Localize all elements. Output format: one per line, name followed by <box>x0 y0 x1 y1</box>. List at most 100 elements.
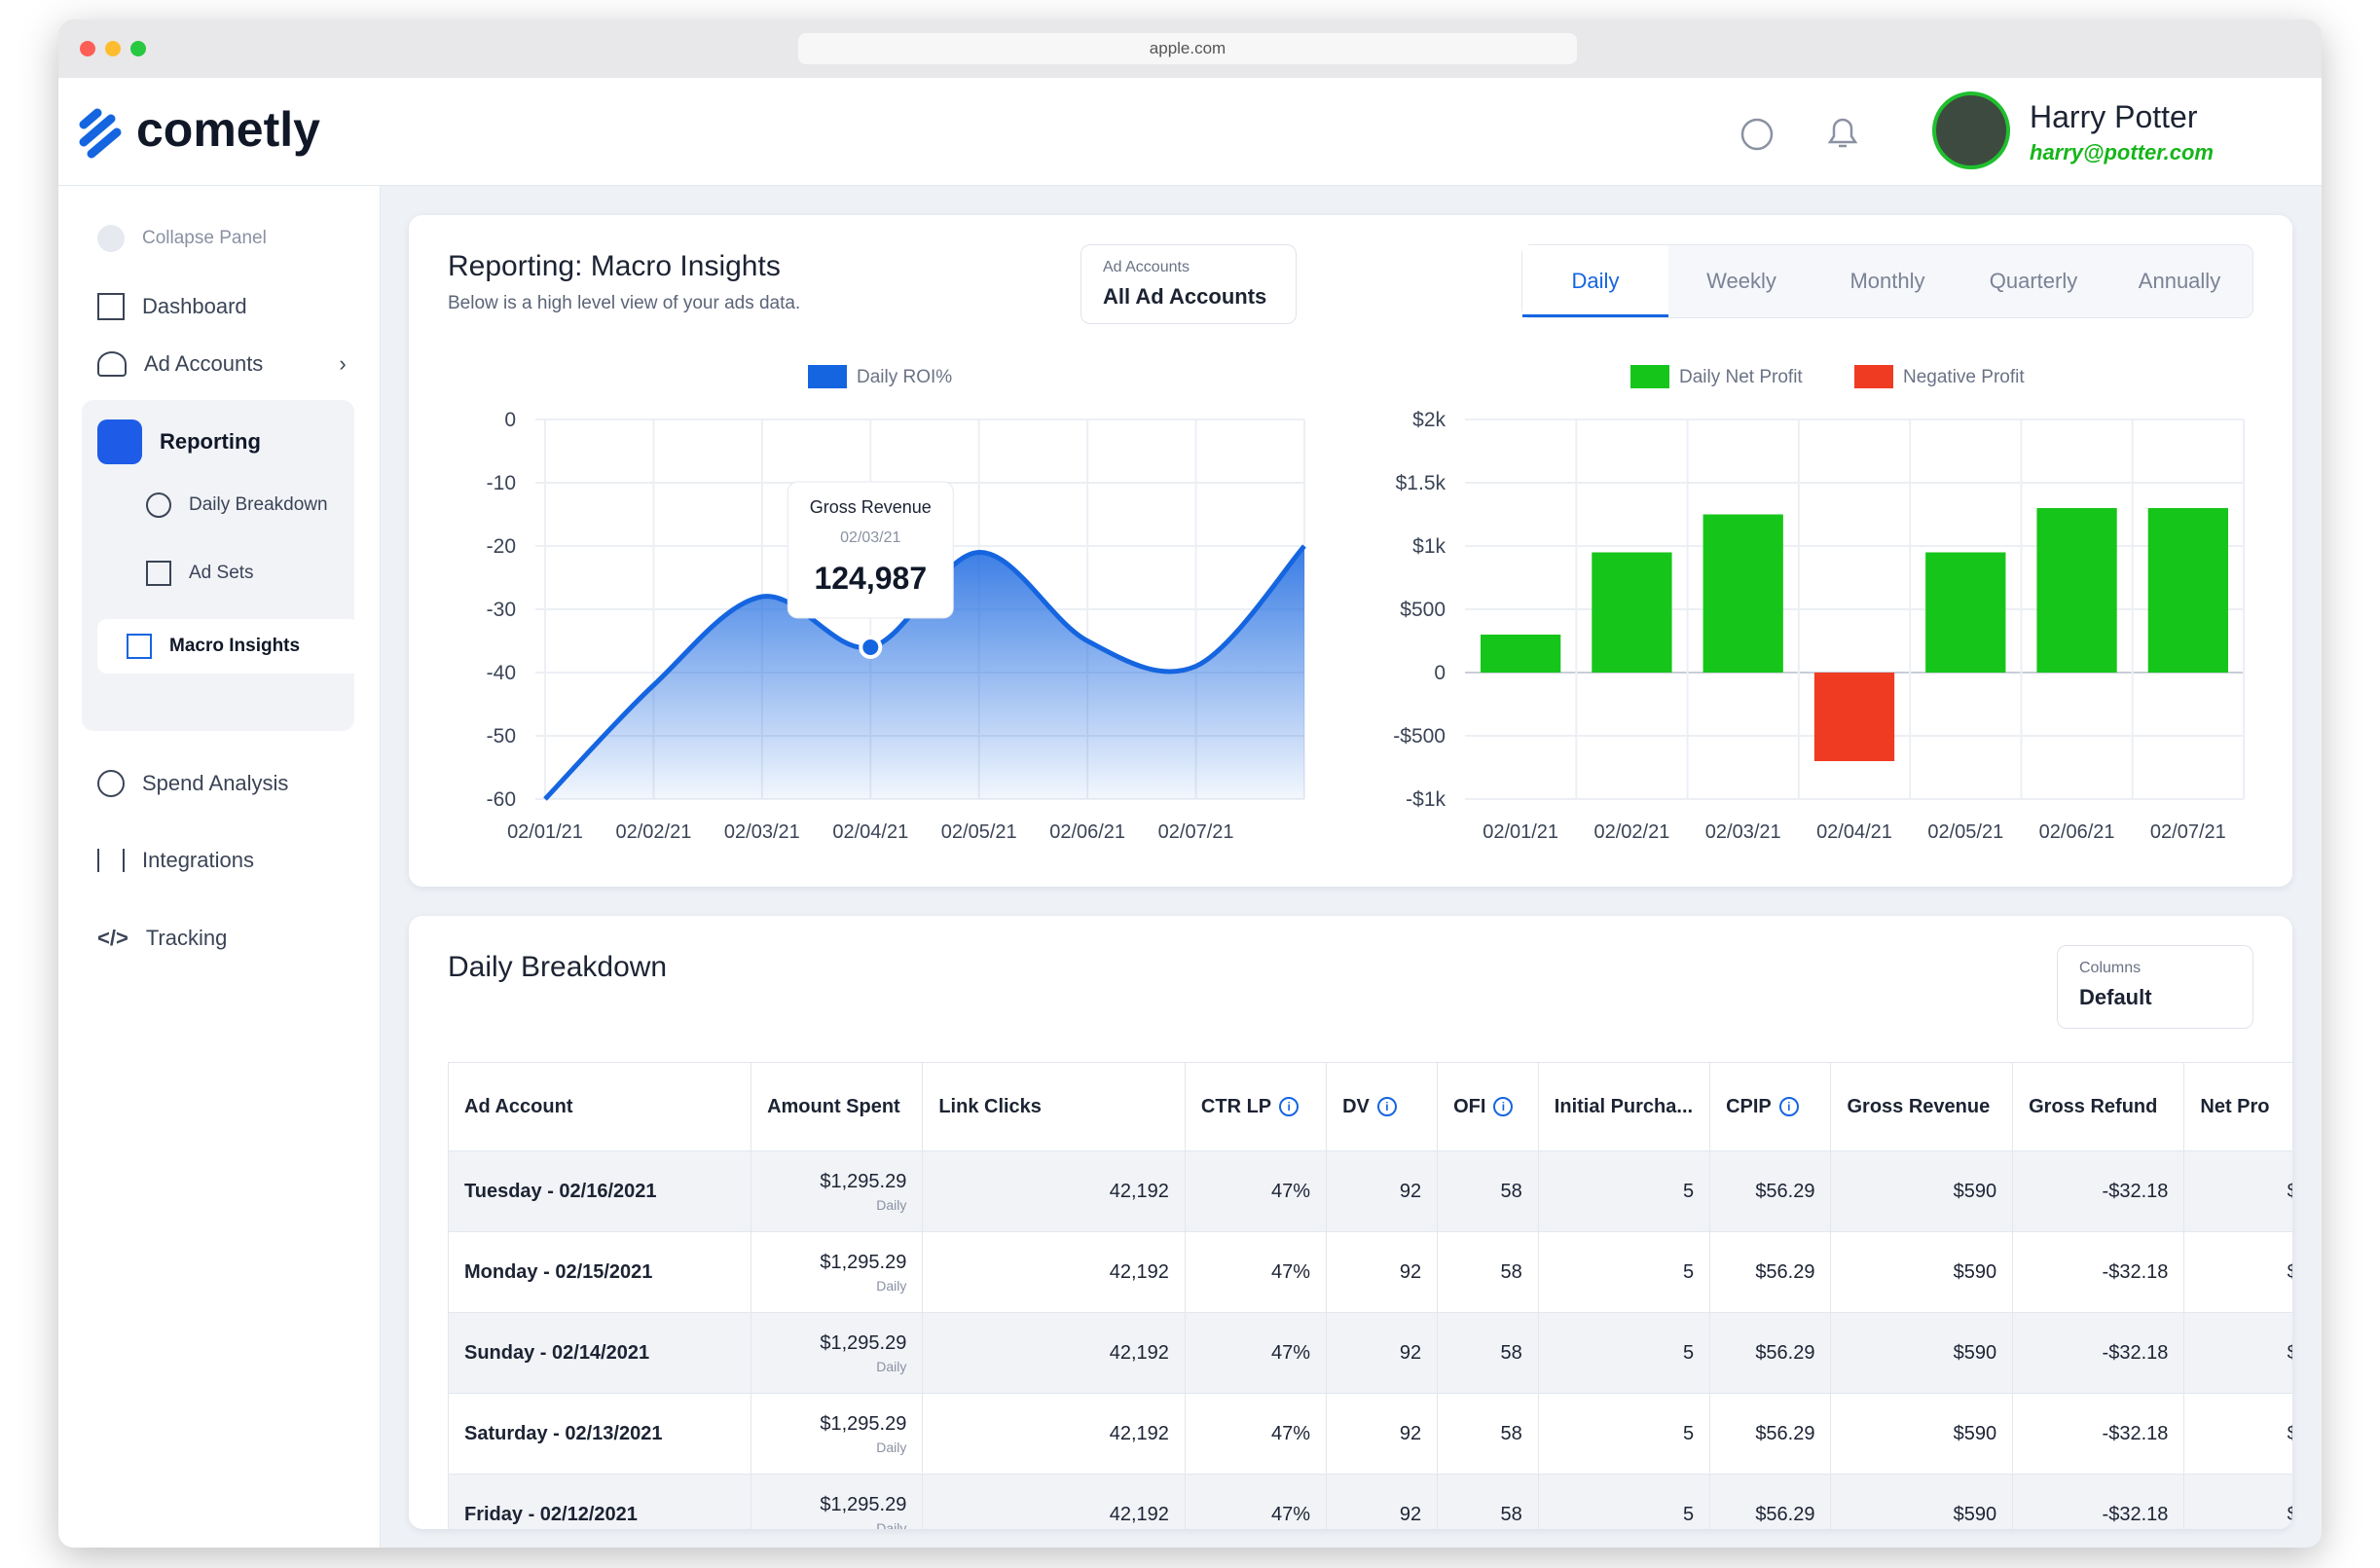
nav-icon <box>97 419 142 464</box>
period-tab[interactable]: Weekly <box>1706 269 1776 293</box>
panel-subtitle: Below is a high level view of your ads d… <box>448 293 801 313</box>
cell-value: 92 <box>1399 1503 1422 1525</box>
cell-value: 42,192 <box>1109 1341 1169 1364</box>
amount-spent: $1,295.29 <box>820 1170 907 1192</box>
cell-value: $590 <box>1953 1341 1997 1364</box>
nav-ad-accounts[interactable]: Ad Accounts › <box>97 351 347 377</box>
nav-dashboard[interactable]: Dashboard <box>97 293 247 320</box>
header-label: Gross Revenue <box>1847 1095 1991 1117</box>
maximize-button[interactable] <box>130 41 146 56</box>
cell: $56.29 <box>1709 1393 1832 1475</box>
nav-reporting[interactable]: Reporting <box>97 419 261 464</box>
x-tick-label: 02/07/21 <box>1158 821 1234 843</box>
legend-swatch <box>1630 365 1669 388</box>
column-header[interactable]: CPIP i <box>1709 1062 1832 1151</box>
url-bar[interactable]: apple.com <box>798 33 1577 64</box>
amount-spent: $1,295.29 <box>820 1412 907 1435</box>
spend-period: Daily <box>876 1358 907 1374</box>
y-tick-label: $500 <box>1400 599 1446 621</box>
ad-account: Saturday - 02/13/2021 <box>464 1422 663 1444</box>
nav-ad-sets[interactable]: Ad Sets <box>146 561 254 586</box>
nav-integrations[interactable]: Integrations <box>97 848 254 873</box>
nav-icon <box>146 492 171 518</box>
column-header[interactable]: Net Pro <box>2183 1062 2292 1151</box>
header-label: CTR LP <box>1200 1095 1272 1117</box>
logo[interactable]: cometly <box>136 102 320 157</box>
column-header[interactable]: Gross Refund <box>2012 1062 2185 1151</box>
info-icon: i <box>1493 1097 1514 1117</box>
user-email: harry@potter.com <box>2030 140 2214 164</box>
nav-label: Daily Breakdown <box>189 494 328 515</box>
panel-title: Reporting: Macro Insights <box>448 250 781 282</box>
cell: -$32.18 <box>2012 1393 2185 1475</box>
column-header[interactable]: Initial Purcha... <box>1537 1062 1711 1151</box>
x-tick-label: 02/03/21 <box>724 821 800 843</box>
period-tab[interactable]: Daily <box>1522 245 1668 317</box>
ad-accounts-dropdown[interactable]: Ad Accounts All Ad Accounts <box>1080 244 1297 324</box>
column-header[interactable]: Gross Revenue <box>1830 1062 2014 1151</box>
x-tick-label: 02/04/21 <box>1816 821 1892 843</box>
cell: -$32.18 <box>2012 1474 2185 1529</box>
column-header[interactable]: Amount Spent <box>751 1062 924 1151</box>
cell-value: 5 <box>1682 1503 1695 1525</box>
cell: Monday - 02/15/2021 <box>447 1231 752 1313</box>
table-row: Friday - 02/12/2021 $1,295.29 Daily 42,192 4… <box>447 1474 2292 1529</box>
cell: 58 <box>1437 1393 1539 1475</box>
column-header[interactable]: Link Clicks <box>922 1062 1186 1151</box>
cell: $56.29 <box>1709 1150 1832 1232</box>
minimize-button[interactable] <box>105 41 121 56</box>
cell-value: 42,192 <box>1109 1180 1169 1202</box>
cell-value: 58 <box>1500 1260 1522 1283</box>
cell-value: $56.29 <box>1755 1341 1815 1364</box>
nav-macro-insights[interactable]: Macro Insights <box>97 619 360 674</box>
collapse-icon <box>97 225 125 252</box>
cell: $590 <box>1830 1231 2014 1313</box>
column-header[interactable]: DV i <box>1326 1062 1439 1151</box>
logo-icon <box>79 108 122 159</box>
period-tab[interactable]: Annually <box>2138 269 2221 293</box>
nav-label: Macro Insights <box>169 636 301 656</box>
cell: $55 <box>2183 1393 2292 1475</box>
app-header: cometly Harry Potter harry@potter.com <box>58 78 2322 186</box>
nav-icon <box>127 634 152 659</box>
cell: 47% <box>1184 1312 1328 1394</box>
x-tick-label: 02/05/21 <box>941 821 1017 843</box>
nav-tracking[interactable]: </> Tracking <box>97 926 227 951</box>
column-header[interactable]: Ad Account <box>447 1062 752 1151</box>
cell: 47% <box>1184 1393 1328 1475</box>
columns-dropdown[interactable]: Columns Default <box>2057 945 2253 1029</box>
ad-account: Monday - 02/15/2021 <box>464 1260 653 1283</box>
x-tick-label: 02/03/21 <box>1705 821 1781 843</box>
cell-value: $55 <box>2288 1423 2292 1444</box>
legend-label: Negative Profit <box>1903 367 2025 387</box>
period-tab[interactable]: Quarterly <box>1989 269 2078 293</box>
cell: $590 <box>1830 1150 2014 1232</box>
help-icon[interactable] <box>1740 118 1774 151</box>
column-header[interactable]: CTR LP i <box>1184 1062 1328 1151</box>
bell-icon[interactable] <box>1827 118 1858 148</box>
roi-chart: Daily ROI% 0 -10 -20 -30 -40 -50 -60 02/01/21 02/… <box>487 365 1306 843</box>
cell: Saturday - 02/13/2021 <box>447 1393 752 1475</box>
ad-account: Tuesday - 02/16/2021 <box>464 1180 657 1202</box>
nav-daily-breakdown[interactable]: Daily Breakdown <box>146 492 328 518</box>
collapse-panel[interactable]: Collapse Panel <box>97 225 267 252</box>
cell: $590 <box>1830 1393 2014 1475</box>
cell: 42,192 <box>922 1150 1186 1232</box>
data-point <box>859 636 883 659</box>
cell-value: 92 <box>1399 1341 1422 1364</box>
nav-label: Tracking <box>145 926 228 950</box>
user-menu[interactable]: Harry Potter harry@potter.com <box>1932 91 2263 173</box>
cell-value: $55 <box>2288 1181 2292 1202</box>
nav-icon <box>97 351 127 377</box>
cell: 58 <box>1437 1312 1539 1394</box>
bar <box>1703 514 1783 673</box>
cell-value: 92 <box>1399 1260 1422 1283</box>
nav-spend-analysis[interactable]: Spend Analysis <box>97 770 288 797</box>
column-header[interactable]: OFI i <box>1437 1062 1539 1151</box>
period-tab[interactable]: Monthly <box>1849 269 1925 293</box>
cell: $56.29 <box>1709 1474 1832 1529</box>
cell-value: $56.29 <box>1755 1260 1815 1283</box>
close-button[interactable] <box>80 41 95 56</box>
cell: $56.29 <box>1709 1231 1832 1313</box>
legend-label: Daily ROI% <box>857 367 952 387</box>
